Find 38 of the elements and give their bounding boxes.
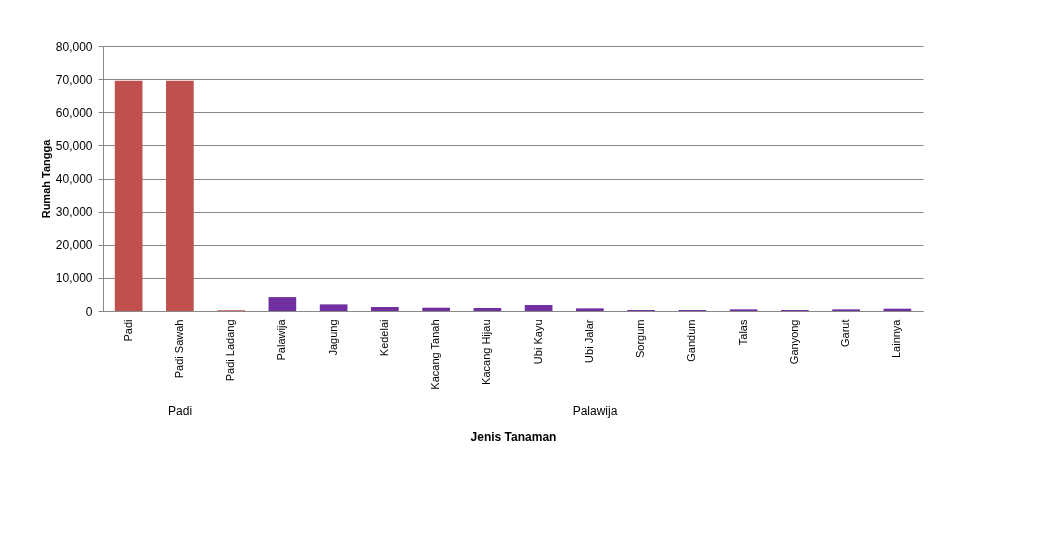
x-tick-label: Ubi Kayu <box>531 319 544 365</box>
x-tick-label: Kacang Hijau <box>480 319 493 385</box>
y-axis-title: Rumah Tangga <box>39 138 52 219</box>
x-tick-label: Sorgum <box>634 319 647 359</box>
x-tick-label: Jagung <box>326 319 339 356</box>
bar <box>319 304 348 311</box>
bar <box>422 307 450 311</box>
x-tick-label: Padi Sawah <box>172 319 185 379</box>
y-tick-label: 70,000 <box>55 72 93 87</box>
x-tick-label: Ubi Jalar <box>582 319 595 363</box>
x-tick-label: Ganyong <box>787 319 800 365</box>
bar <box>524 305 553 311</box>
bar <box>371 307 399 311</box>
y-tick-label: 30,000 <box>55 205 93 220</box>
x-tick-label: Gandum <box>685 319 698 362</box>
x-tick-label: Garut <box>839 319 852 348</box>
y-tick-label: 50,000 <box>55 138 93 153</box>
y-tick-label: 20,000 <box>55 238 93 253</box>
bar <box>166 80 194 311</box>
y-tick-label: 80,000 <box>55 39 93 54</box>
x-tick-label: Kacang Tanah <box>429 319 442 390</box>
y-tick-label: 40,000 <box>55 172 93 186</box>
bar <box>268 297 297 311</box>
text: Palawija <box>572 404 618 418</box>
x-tick-label: Padi Ladang <box>224 319 237 382</box>
x-axis-title: Jenis Tanaman <box>470 429 557 444</box>
y-tick-label: 60,000 <box>55 105 93 120</box>
bar <box>576 308 604 311</box>
x-tick-label: Talas <box>736 319 749 346</box>
x-tick-label: Kedelai <box>377 319 390 357</box>
text: Padi <box>168 404 193 418</box>
bar <box>114 80 143 311</box>
y-tick-label: 10,000 <box>55 271 93 286</box>
y-tick-label: 0 <box>85 304 93 319</box>
x-tick-label: Lainnya <box>890 318 903 359</box>
bar <box>473 308 502 311</box>
x-tick-label: Padi <box>121 319 134 342</box>
x-tick-label: Palawija <box>275 318 288 361</box>
